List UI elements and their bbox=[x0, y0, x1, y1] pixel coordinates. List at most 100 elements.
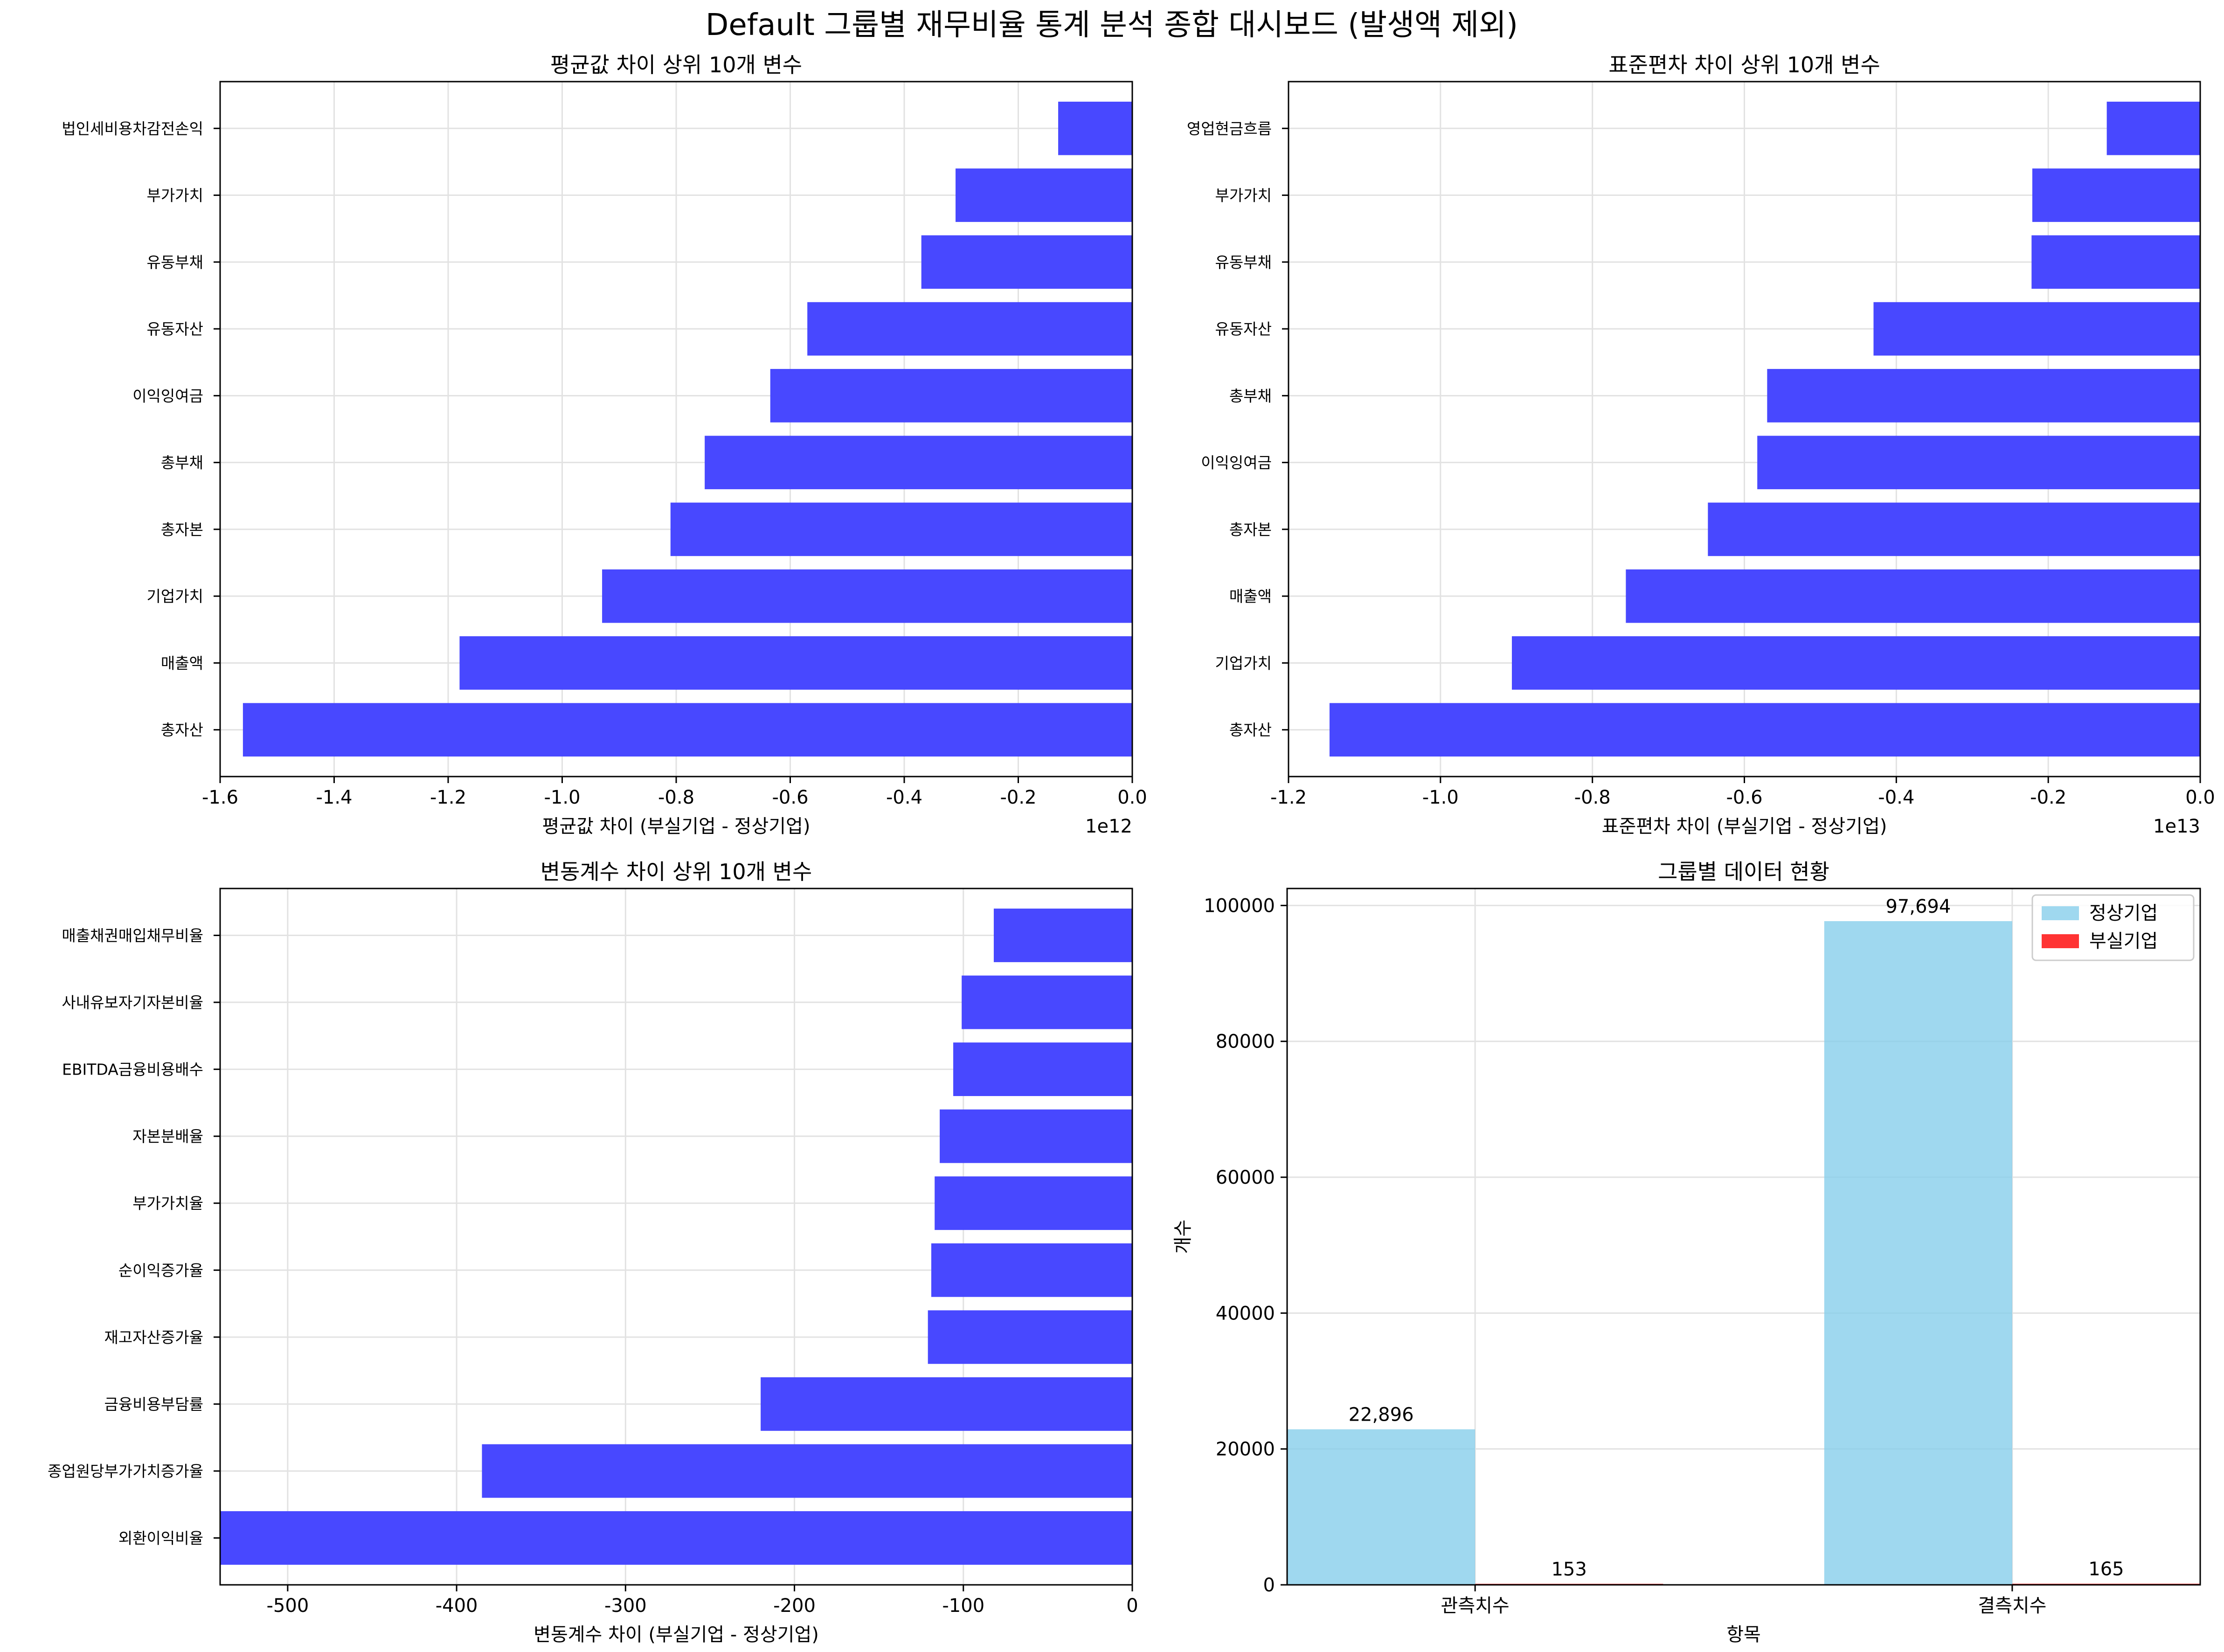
y-tick-label: EBITDA금융비용배수 bbox=[62, 1061, 203, 1079]
x-axis-offset-text: 1e13 bbox=[2153, 816, 2200, 837]
x-tick-label: -400 bbox=[436, 1595, 478, 1617]
bar-2 bbox=[953, 1042, 1132, 1097]
bar-3 bbox=[807, 302, 1132, 356]
bar-6 bbox=[1708, 502, 2200, 556]
x-tick-label: -0.8 bbox=[658, 787, 694, 808]
bar-2 bbox=[2031, 235, 2200, 289]
bar-3 bbox=[1873, 302, 2200, 356]
plot-frame bbox=[219, 888, 1133, 1586]
bar-9 bbox=[1329, 703, 2200, 757]
y-tick-label: 사내유보자기자본비율 bbox=[62, 993, 203, 1012]
chart-group-data-status: 22,896 97,694 153 165 0 20000 40000 60000 80000 1… bbox=[1172, 859, 2201, 1645]
data-label: 22,896 bbox=[1349, 1404, 1414, 1426]
x-tick-label: 관측치수 bbox=[1441, 1595, 1510, 1617]
y-tick-label: 총자본 bbox=[1229, 521, 1272, 539]
x-axis-label: 항목 bbox=[1726, 1624, 1761, 1645]
x-tick-label: -200 bbox=[773, 1595, 816, 1617]
chart-title: 변동계수 차이 상위 10개 변수 bbox=[540, 859, 812, 884]
y-tick-label: 총자산 bbox=[1229, 721, 1272, 739]
y-tick-label: 재고자산증가율 bbox=[104, 1328, 203, 1347]
y-tick-label: 유동부채 bbox=[1215, 253, 1272, 271]
data-label: 153 bbox=[1551, 1559, 1587, 1580]
x-tick-label: -1.6 bbox=[202, 787, 238, 808]
y-tick-label: 이익잉여금 bbox=[132, 387, 203, 405]
y-tick-label: 20000 bbox=[1216, 1439, 1275, 1460]
x-tick-label: -0.6 bbox=[772, 787, 808, 808]
y-tick-label: 유동자산 bbox=[1215, 320, 1272, 338]
chart-mean-difference: 법인세비용차감전손익부가가치유동부채유동자산이익잉여금총부채총자본기업가치매출액… bbox=[62, 52, 1147, 837]
x-tick-label: -0.2 bbox=[1000, 787, 1036, 808]
x-tick-label: -1.0 bbox=[544, 787, 580, 808]
y-tick-label: 총부채 bbox=[1229, 387, 1272, 405]
bar-9 bbox=[220, 1511, 1132, 1565]
x-tick-label: -100 bbox=[942, 1595, 984, 1617]
bar-4 bbox=[1767, 369, 2200, 423]
bar-normal-1 bbox=[1824, 921, 2012, 1585]
y-tick-label: 총자본 bbox=[161, 521, 203, 539]
bar-8 bbox=[459, 636, 1133, 690]
bar-7 bbox=[602, 569, 1132, 623]
y-tick-label: 순이익증가율 bbox=[118, 1261, 203, 1279]
x-tick-label: -0.4 bbox=[886, 787, 922, 808]
bar-9 bbox=[242, 703, 1132, 757]
y-tick-label: 종업원당부가가치증가율 bbox=[48, 1462, 203, 1480]
y-tick-label: 매출액 bbox=[1229, 587, 1272, 605]
x-tick-label: 0.0 bbox=[1117, 787, 1147, 808]
legend-swatch-0 bbox=[2042, 906, 2079, 920]
x-tick-label: -0.8 bbox=[1574, 787, 1611, 808]
y-tick-label: 0 bbox=[1263, 1575, 1275, 1596]
y-tick-label: 법인세비용차감전손익 bbox=[62, 119, 203, 138]
y-tick-label: 40000 bbox=[1216, 1303, 1275, 1324]
bar-5 bbox=[931, 1243, 1132, 1297]
y-tick-label: 자본분배율 bbox=[132, 1127, 203, 1145]
legend-label: 부실기업 bbox=[2089, 930, 2158, 952]
bar-4 bbox=[770, 369, 1132, 423]
x-tick-label: -1.0 bbox=[1422, 787, 1459, 808]
bar-8 bbox=[1511, 636, 2200, 690]
y-tick-label: 기업가치 bbox=[1215, 654, 1272, 672]
bar-normal-0 bbox=[1287, 1429, 1476, 1585]
y-tick-label: 영업현금흐름 bbox=[1187, 119, 1272, 138]
y-tick-label: 외환이익비율 bbox=[118, 1529, 203, 1548]
bar-5 bbox=[705, 436, 1132, 489]
bar-0 bbox=[2106, 101, 2200, 155]
bar-1 bbox=[962, 975, 1132, 1029]
x-axis-label: 변동계수 차이 (부실기업 - 정상기업) bbox=[533, 1624, 819, 1645]
chart-title: 평균값 차이 상위 10개 변수 bbox=[550, 52, 802, 77]
y-tick-label: 금융비용부담률 bbox=[104, 1395, 203, 1413]
y-tick-label: 80000 bbox=[1216, 1031, 1275, 1053]
bar-4 bbox=[935, 1176, 1132, 1230]
bar-6 bbox=[928, 1310, 1132, 1364]
bar-8 bbox=[482, 1444, 1132, 1498]
chart-title: 그룹별 데이터 현황 bbox=[1658, 859, 1829, 884]
y-tick-label: 총자산 bbox=[161, 721, 203, 739]
legend-swatch-1 bbox=[2042, 934, 2079, 948]
x-tick-label: -300 bbox=[604, 1595, 647, 1617]
x-tick-label: -0.2 bbox=[2030, 787, 2066, 808]
x-tick-label: 결측치수 bbox=[1978, 1595, 2046, 1617]
y-tick-label: 기업가치 bbox=[147, 587, 203, 605]
x-tick-label: -0.4 bbox=[1878, 787, 1914, 808]
bar-0 bbox=[1058, 101, 1132, 155]
y-tick-label: 100000 bbox=[1204, 895, 1275, 916]
plot-frame bbox=[1286, 888, 2201, 1586]
x-tick-label: -1.4 bbox=[316, 787, 352, 808]
data-label: 97,694 bbox=[1885, 896, 1951, 917]
y-tick-label: 이익잉여금 bbox=[1201, 454, 1272, 472]
y-tick-label: 부가가치 bbox=[1215, 187, 1272, 205]
y-tick-label: 부가가치 bbox=[147, 187, 203, 205]
bar-3 bbox=[940, 1109, 1132, 1163]
chart-title: 표준편차 차이 상위 10개 변수 bbox=[1608, 52, 1880, 77]
x-axis-offset-text: 1e12 bbox=[1085, 816, 1132, 837]
bar-0 bbox=[993, 909, 1132, 962]
x-tick-label: -500 bbox=[266, 1595, 309, 1617]
bar-7 bbox=[1626, 569, 2200, 623]
y-axis-label: 개수 bbox=[1172, 1220, 1194, 1254]
data-label: 165 bbox=[2088, 1559, 2124, 1580]
y-tick-label: 총부채 bbox=[161, 454, 203, 472]
bar-2 bbox=[921, 235, 1132, 289]
y-tick-label: 유동부채 bbox=[147, 253, 203, 271]
legend-label: 정상기업 bbox=[2089, 902, 2158, 924]
